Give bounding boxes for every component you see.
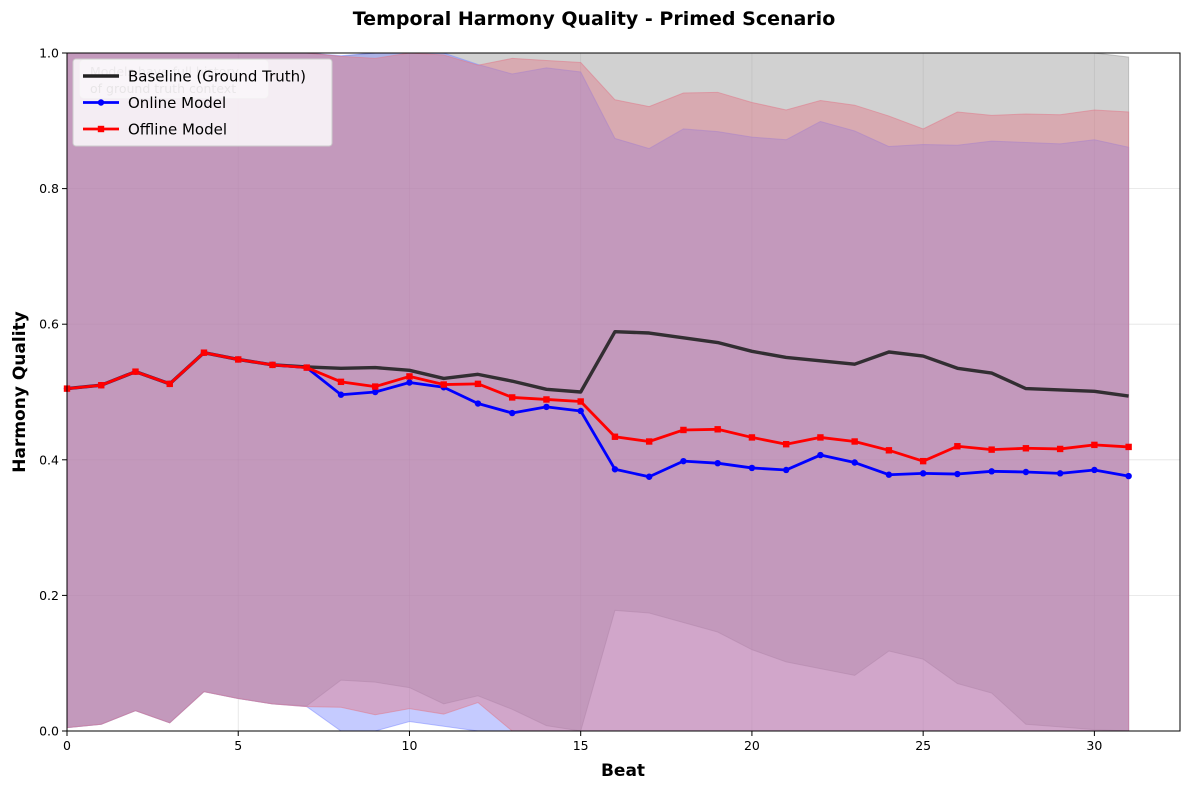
x-tick-label-2: 10 [402,738,418,753]
point-s2-29 [1056,445,1064,453]
point-s2-27 [988,446,995,453]
point-s1-14 [543,403,550,411]
x-tick-label-1: 5 [234,738,242,753]
point-s1-31 [1125,472,1132,480]
band-1 [67,53,1130,731]
point-s1-22 [817,451,824,459]
point-s2-7 [303,364,310,371]
point-s1-15 [577,407,584,415]
legend-label-1: Online Model [128,94,226,112]
point-s2-21 [782,441,790,448]
y-axis-ticks: 0.0 0.2 0.4 0.6 0.8 1.0 [39,46,67,739]
plot-frame [66,52,1181,732]
x-tick-label-0: 0 [63,738,71,753]
legend-label-0: Baseline (Ground Truth) [128,68,306,86]
point-s1-18 [680,457,687,465]
point-s1-9 [372,388,379,396]
point-s2-15 [577,398,584,405]
point-s2-13 [509,394,516,401]
point-s1-26 [954,470,961,478]
legend-marker-1 [97,99,105,106]
point-s2-17 [645,438,653,445]
point-s1-24 [885,471,893,478]
point-s2-16 [611,433,619,440]
y-tick-label-1: 0.2 [39,588,59,603]
y-tick-label-4: 0.8 [39,181,59,196]
point-s2-20 [748,434,756,441]
point-s1-27 [988,468,995,475]
point-s2-8 [337,378,345,386]
y-tick-label-0: 0.0 [39,724,59,739]
x-tick-label-4: 20 [744,738,760,753]
point-s1-12 [474,400,482,407]
point-s2-23 [851,438,858,445]
point-s2-31 [1125,443,1132,451]
legend: Baseline (Ground Truth) Online Model Offli… [72,58,333,147]
point-s1-25 [919,470,927,477]
x-tick-label-5: 25 [915,738,931,753]
point-s1-23 [851,459,858,466]
band-0 [67,53,1130,731]
point-s2-5 [235,356,242,363]
point-s1-20 [748,464,756,472]
y-tick-label-2: 0.4 [39,452,59,467]
point-s2-14 [543,396,550,403]
point-s1-10 [406,379,413,386]
y-tick-label-3: 0.6 [39,317,59,332]
point-s2-28 [1022,445,1030,452]
point-s2-1 [98,382,105,389]
point-s1-19 [714,459,721,467]
x-axis-label: Beat [601,761,645,781]
point-s2-6 [269,361,276,369]
x-tick-label-6: 30 [1086,738,1102,753]
x-tick-label-3: 15 [573,738,589,753]
x-axis-ticks: 0 5 10 15 20 25 30 [63,731,1102,753]
point-s2-2 [132,368,139,375]
point-s2-30 [1091,441,1098,449]
series-lines [67,329,1129,479]
point-s1-30 [1091,466,1098,474]
series-line-2 [67,351,1129,463]
point-s1-29 [1056,470,1064,477]
point-s1-13 [509,409,516,417]
point-s2-4 [200,349,208,356]
point-s1-28 [1022,468,1030,476]
band-2 [67,53,1130,731]
point-s2-26 [954,443,961,450]
point-s1-21 [782,466,790,474]
point-s2-9 [372,383,379,390]
point-s2-25 [919,457,927,465]
point-s1-17 [645,473,653,480]
point-s2-3 [166,380,173,388]
series-markers [63,349,1132,480]
point-s2-22 [817,434,824,441]
y-axis-label: Harmony Quality [10,311,30,472]
point-s2-24 [885,447,893,454]
chart-title: Temporal Harmony Quality - Primed Scenar… [353,8,836,30]
confidence-bands [67,53,1130,731]
point-s2-12 [474,380,482,388]
legend-box [72,58,333,147]
point-s2-10 [406,373,413,380]
point-s2-11 [440,381,447,388]
legend-marker-2 [97,125,105,133]
legend-label-2: Offline Model [128,121,227,139]
point-s1-8 [337,391,345,398]
point-s2-19 [714,426,721,433]
y-tick-label-5: 1.0 [39,46,59,61]
point-s2-18 [680,426,687,434]
point-s1-16 [611,466,619,473]
